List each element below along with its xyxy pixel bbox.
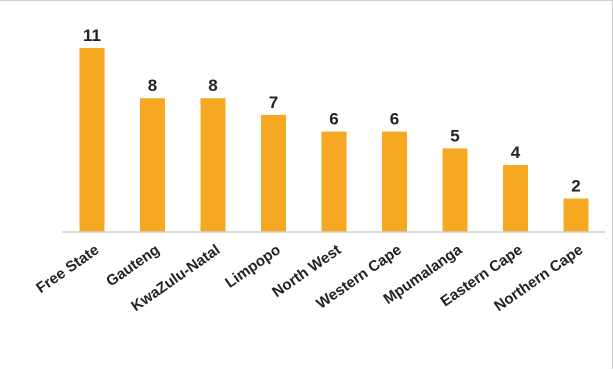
value-label: 7 bbox=[269, 93, 278, 112]
bar-northern-cape bbox=[563, 198, 589, 232]
value-label: 8 bbox=[148, 76, 157, 95]
bar-eastern-cape bbox=[503, 165, 528, 232]
x-tick-label: Free State bbox=[33, 241, 102, 297]
bar-gauteng bbox=[140, 98, 165, 232]
value-label: 6 bbox=[329, 110, 338, 129]
value-label: 2 bbox=[571, 177, 580, 196]
value-label: 11 bbox=[83, 26, 101, 45]
value-label: 4 bbox=[511, 143, 521, 162]
value-labels-layer: 11 8 8 7 6 6 5 4 2 bbox=[83, 26, 581, 196]
bar-north-west bbox=[321, 131, 347, 232]
bar-free-state bbox=[79, 48, 105, 232]
bar-kwazulu-natal bbox=[200, 98, 226, 232]
value-label: 8 bbox=[208, 76, 217, 95]
bar-limpopo bbox=[261, 114, 286, 232]
tick-labels-layer: Free State GautengKwaZulu-NatalLimpopoNor… bbox=[33, 241, 586, 315]
value-label: 6 bbox=[390, 110, 399, 129]
bar-mpumalanga bbox=[442, 148, 468, 232]
bar-western-cape bbox=[382, 131, 407, 232]
value-label: 5 bbox=[450, 126, 459, 145]
bars-layer bbox=[79, 48, 589, 232]
